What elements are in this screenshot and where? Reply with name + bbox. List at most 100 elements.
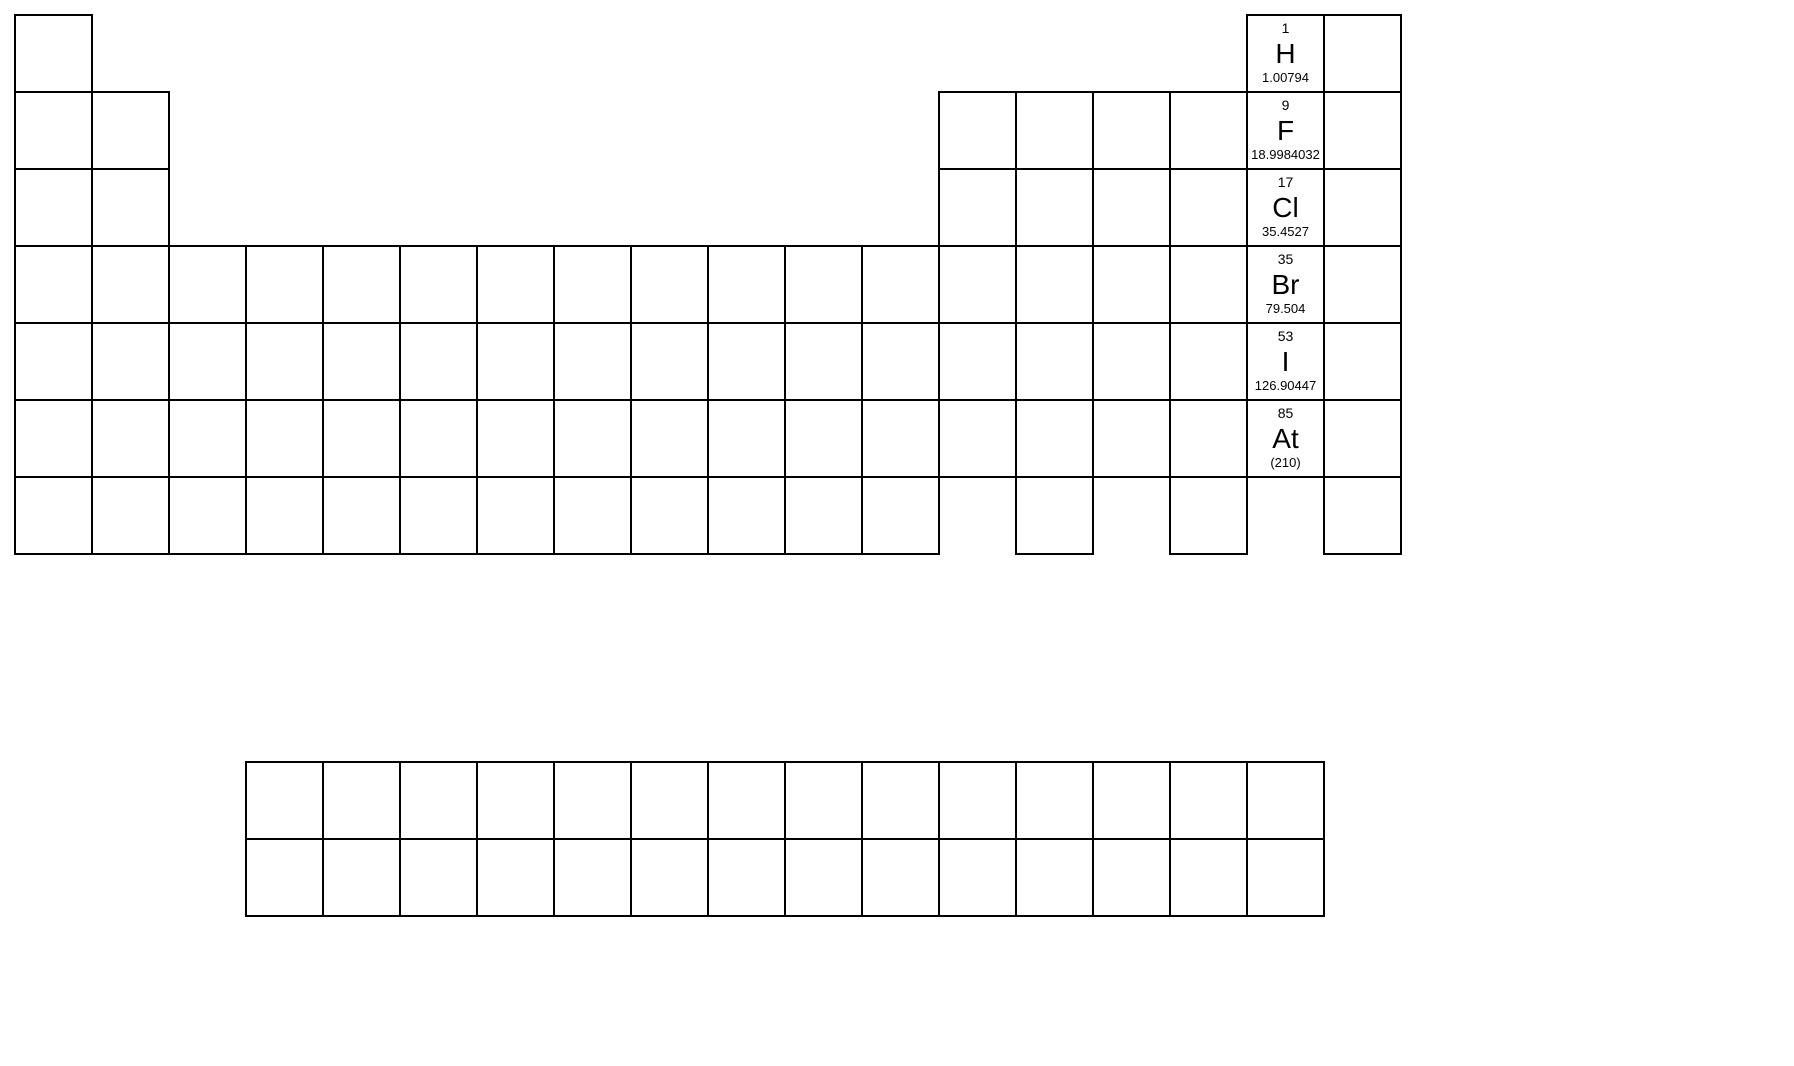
- empty-cell: [245, 322, 324, 401]
- fblock-cell: [322, 838, 401, 917]
- empty-cell: [168, 245, 247, 324]
- element-symbol: Cl: [1272, 193, 1298, 224]
- atomic-number: 35: [1278, 252, 1294, 267]
- fblock-cell: [861, 838, 940, 917]
- empty-cell: [1015, 399, 1094, 478]
- fblock-cell: [1246, 761, 1325, 840]
- atomic-mass: 126.90447: [1255, 379, 1316, 393]
- element-cell-cl: 17 Cl35.4527: [1246, 168, 1325, 247]
- fblock-cell: [322, 761, 401, 840]
- atomic-mass: 35.4527: [1262, 225, 1309, 239]
- empty-cell: [322, 399, 401, 478]
- element-cell-br: 35Br79.504: [1246, 245, 1325, 324]
- empty-cell: [1323, 14, 1402, 93]
- empty-cell: [1015, 168, 1094, 247]
- empty-cell: [861, 322, 940, 401]
- fblock-cell: [707, 838, 786, 917]
- element-cell-i: 53I126.90447: [1246, 322, 1325, 401]
- empty-cell: [1015, 476, 1094, 555]
- empty-cell: [630, 399, 709, 478]
- empty-cell: [1015, 322, 1094, 401]
- empty-cell: [14, 91, 93, 170]
- empty-cell: [1092, 91, 1171, 170]
- empty-cell: [707, 245, 786, 324]
- atomic-number: 85: [1278, 406, 1294, 421]
- empty-cell: [1169, 245, 1248, 324]
- empty-cell: [630, 245, 709, 324]
- empty-cell: [91, 476, 170, 555]
- fblock-cell: [1015, 761, 1094, 840]
- empty-cell: [630, 476, 709, 555]
- empty-cell: [91, 91, 170, 170]
- fblock-cell: [784, 838, 863, 917]
- element-cell-at: 85 At(210): [1246, 399, 1325, 478]
- empty-cell: [322, 245, 401, 324]
- empty-cell: [91, 245, 170, 324]
- empty-cell: [1323, 322, 1402, 401]
- empty-cell: [14, 245, 93, 324]
- empty-cell: [707, 476, 786, 555]
- empty-cell: [476, 322, 555, 401]
- empty-cell: [938, 322, 1017, 401]
- empty-cell: [14, 322, 93, 401]
- atomic-mass: (210): [1270, 456, 1300, 470]
- empty-cell: [1092, 399, 1171, 478]
- empty-cell: [784, 245, 863, 324]
- empty-cell: [1323, 245, 1402, 324]
- empty-cell: [476, 476, 555, 555]
- fblock-cell: [938, 838, 1017, 917]
- fblock-cell: [476, 761, 555, 840]
- fblock-cell: [630, 838, 709, 917]
- empty-cell: [630, 322, 709, 401]
- empty-cell: [553, 245, 632, 324]
- element-cell-h: 1 H1.00794: [1246, 14, 1325, 93]
- empty-cell: [245, 476, 324, 555]
- empty-cell: [1169, 322, 1248, 401]
- empty-cell: [14, 476, 93, 555]
- empty-cell: [168, 322, 247, 401]
- empty-cell: [938, 91, 1017, 170]
- empty-cell: [14, 14, 93, 93]
- fblock-cell: [707, 761, 786, 840]
- empty-cell: [91, 322, 170, 401]
- empty-cell: [1323, 399, 1402, 478]
- empty-cell: [168, 399, 247, 478]
- empty-cell: [399, 476, 478, 555]
- element-symbol: At: [1272, 424, 1298, 455]
- empty-cell: [1092, 322, 1171, 401]
- empty-cell: [476, 245, 555, 324]
- atomic-number: 1: [1282, 21, 1290, 36]
- empty-cell: [1092, 245, 1171, 324]
- empty-cell: [14, 168, 93, 247]
- empty-cell: [861, 476, 940, 555]
- empty-cell: [1169, 476, 1248, 555]
- empty-cell: [1015, 245, 1094, 324]
- periodic-table: 1 H1.00794 9F18.9984032 17 Cl35.4527 35Br79.5…: [10, 10, 1784, 1056]
- empty-cell: [938, 168, 1017, 247]
- empty-cell: [553, 399, 632, 478]
- empty-cell: [245, 399, 324, 478]
- fblock-cell: [1169, 838, 1248, 917]
- element-cell-f: 9F18.9984032: [1246, 91, 1325, 170]
- fblock-cell: [1169, 761, 1248, 840]
- element-symbol: I: [1282, 347, 1290, 378]
- atomic-mass: 1.00794: [1262, 71, 1309, 85]
- atomic-number: 17: [1278, 175, 1294, 190]
- empty-cell: [553, 476, 632, 555]
- element-symbol: H: [1275, 39, 1295, 70]
- empty-cell: [861, 399, 940, 478]
- empty-cell: [14, 399, 93, 478]
- fblock-cell: [399, 761, 478, 840]
- empty-cell: [91, 399, 170, 478]
- empty-cell: [553, 322, 632, 401]
- empty-cell: [322, 476, 401, 555]
- fblock-cell: [938, 761, 1017, 840]
- atomic-mass: 18.9984032: [1251, 148, 1320, 162]
- atomic-number: 9: [1282, 98, 1290, 113]
- empty-cell: [1092, 168, 1171, 247]
- fblock-cell: [553, 838, 632, 917]
- empty-cell: [399, 399, 478, 478]
- fblock-cell: [1092, 761, 1171, 840]
- fblock-cell: [245, 838, 324, 917]
- empty-cell: [1169, 168, 1248, 247]
